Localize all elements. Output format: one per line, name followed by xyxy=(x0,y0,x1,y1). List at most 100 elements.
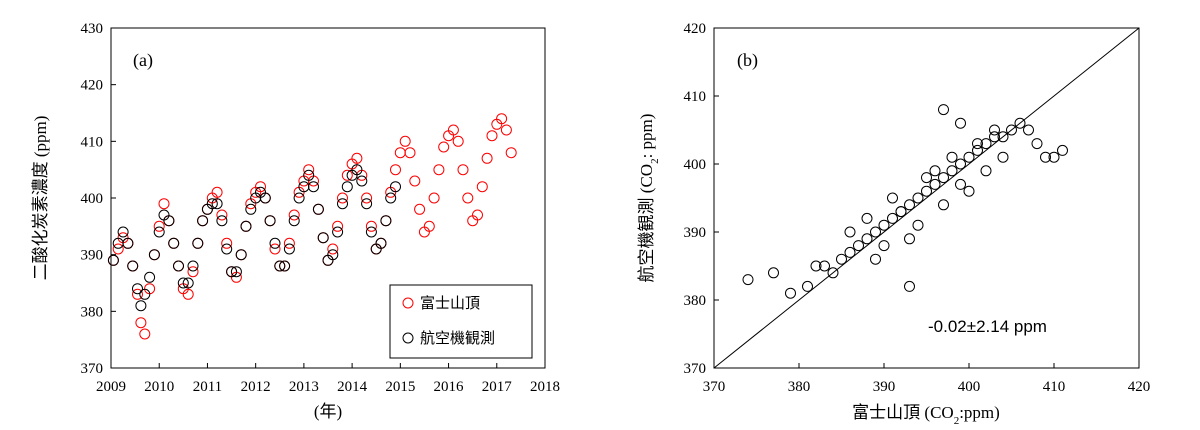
data-point xyxy=(1048,151,1060,163)
panel-label-a: (a) xyxy=(133,50,153,71)
y-tick-label: 420 xyxy=(684,21,707,37)
data-point xyxy=(1057,144,1068,156)
data-point xyxy=(327,249,339,261)
data-point xyxy=(1031,138,1043,150)
data-point xyxy=(187,260,199,272)
data-point xyxy=(887,192,898,204)
y-axis-ticks-a: 370 380 390 400 410 420 430 xyxy=(81,21,116,377)
data-point xyxy=(486,130,498,142)
data-point xyxy=(1006,124,1017,136)
x-axis-label-b: 富士山頂 (CO2:ppm) xyxy=(852,403,1000,427)
x-tick-label: 370 xyxy=(703,379,726,395)
y-tick-label: 370 xyxy=(81,361,104,377)
data-point xyxy=(414,203,426,215)
data-point xyxy=(955,158,966,170)
data-point xyxy=(269,237,281,249)
data-point xyxy=(929,178,941,190)
data-point xyxy=(135,300,147,312)
data-point xyxy=(972,144,983,156)
data-point xyxy=(144,271,156,283)
data-point xyxy=(768,267,779,279)
data-point xyxy=(836,253,847,265)
series-marks-a xyxy=(107,113,517,340)
data-point xyxy=(235,249,247,261)
data-point xyxy=(452,135,464,147)
x-axis-label-a: (年) xyxy=(314,402,342,421)
y-tick-label: 410 xyxy=(81,134,104,150)
data-point xyxy=(127,260,139,272)
data-point xyxy=(148,249,160,261)
x-tick-label: 2018 xyxy=(530,379,560,395)
data-point xyxy=(132,288,143,300)
legend-a: 富士山頂 航空機観測 xyxy=(389,284,533,359)
data-point xyxy=(390,181,401,193)
data-point xyxy=(912,219,924,231)
data-point xyxy=(361,192,373,204)
data-point xyxy=(963,185,975,197)
data-point xyxy=(505,147,517,159)
data-point xyxy=(394,147,406,159)
data-point xyxy=(283,237,295,249)
data-point xyxy=(288,209,300,221)
data-point xyxy=(802,280,813,292)
data-point xyxy=(361,198,373,210)
x-tick-label: 2015 xyxy=(385,379,415,395)
data-point xyxy=(997,151,1009,163)
x-tick-label: 420 xyxy=(1128,379,1151,395)
data-point xyxy=(177,277,189,289)
x-tick-label: 2013 xyxy=(289,379,319,395)
data-point xyxy=(112,243,124,255)
data-point xyxy=(457,164,469,176)
series-marks-b xyxy=(742,104,1068,299)
data-point xyxy=(912,192,924,204)
data-point xyxy=(462,192,474,204)
data-point xyxy=(972,138,983,150)
data-point xyxy=(980,138,992,150)
data-point xyxy=(921,172,932,184)
data-point xyxy=(895,206,907,218)
data-point xyxy=(385,192,397,204)
y-tick-label: 370 xyxy=(684,361,707,377)
x-tick-label: 2014 xyxy=(337,379,368,395)
data-point xyxy=(827,267,839,279)
legend-box xyxy=(389,284,533,359)
data-point xyxy=(240,220,252,232)
y-tick-label: 380 xyxy=(81,304,104,320)
panel-label-b: (b) xyxy=(737,50,758,71)
data-point xyxy=(481,152,493,164)
data-point xyxy=(844,246,856,258)
data-point xyxy=(433,164,445,176)
one-to-one-line xyxy=(713,27,1140,369)
data-point xyxy=(438,141,450,153)
y-tick-label: 390 xyxy=(81,248,104,264)
data-point xyxy=(279,260,291,272)
data-point xyxy=(332,226,344,238)
data-point xyxy=(1014,117,1026,129)
data-point xyxy=(341,181,353,193)
data-point xyxy=(327,243,339,255)
data-point xyxy=(153,226,165,238)
data-point xyxy=(390,164,401,176)
plot-area-b xyxy=(713,27,1140,369)
panel-b: 370 380 390 400 410 420 370 380 390 400 410 420 (b… xyxy=(637,21,1150,427)
data-point xyxy=(955,117,966,129)
data-point xyxy=(887,212,898,224)
data-point xyxy=(153,220,165,232)
data-point xyxy=(380,215,392,227)
data-point xyxy=(303,169,315,181)
data-point xyxy=(476,181,488,193)
legend-marker-aircraft xyxy=(402,332,414,344)
data-point xyxy=(870,226,881,238)
data-point xyxy=(785,287,796,299)
data-point xyxy=(878,219,890,231)
legend-label-aircraft: 航空機観測 xyxy=(420,330,495,347)
data-point xyxy=(861,233,873,245)
annotation-bias: -0.02±2.14 ppm xyxy=(928,317,1047,336)
data-point xyxy=(312,203,324,215)
x-tick-label: 390 xyxy=(873,379,896,395)
data-point xyxy=(308,181,319,193)
data-point xyxy=(216,215,228,227)
x-tick-label: 2016 xyxy=(434,379,465,395)
data-point xyxy=(117,226,129,238)
